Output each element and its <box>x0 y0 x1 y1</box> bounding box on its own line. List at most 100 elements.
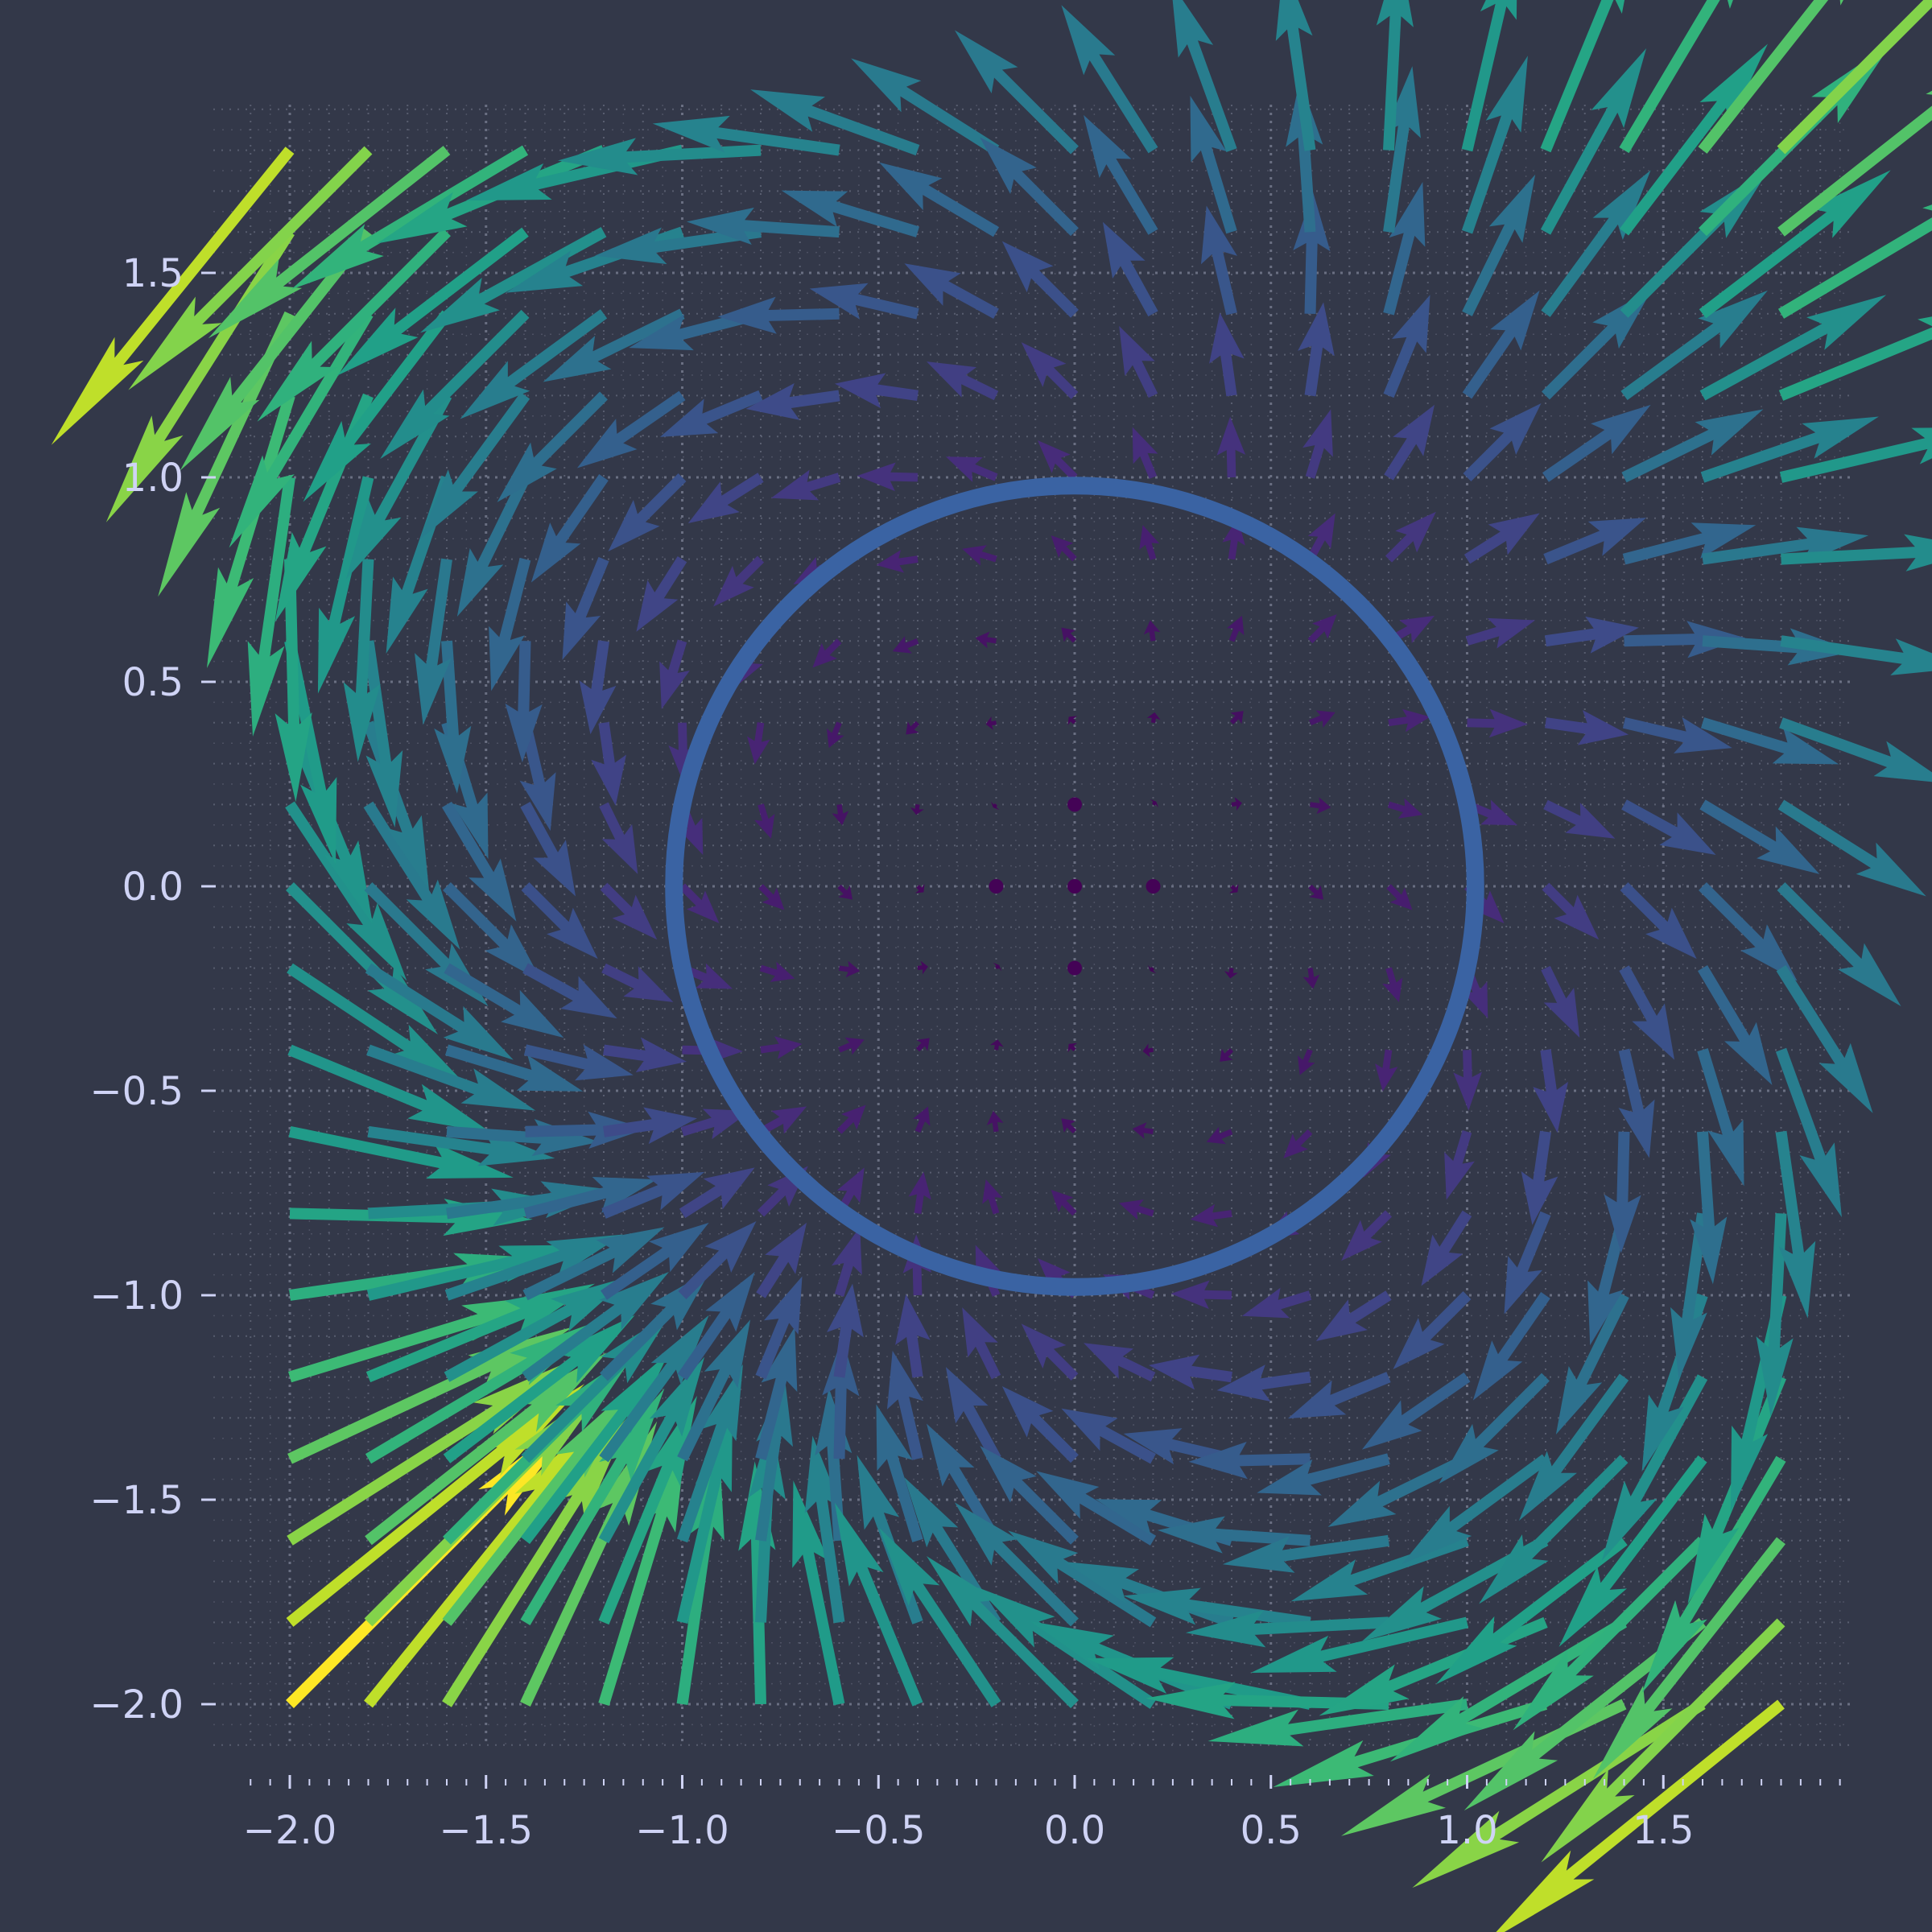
quiver-arrow <box>1698 0 1891 154</box>
quiver-arrow <box>1389 1617 1628 1762</box>
quiver-arrow <box>1699 882 1798 981</box>
quiver-arrow <box>364 1409 607 1708</box>
y-tick-label: 1.5 <box>122 251 184 296</box>
quiver-arrow <box>1779 717 1932 784</box>
quiver-arrow <box>679 1167 755 1219</box>
quiver-arrow <box>895 1294 931 1378</box>
quiver-arrow <box>1412 1699 1706 1889</box>
quiver-arrow <box>1067 879 1082 894</box>
quiver-arrow <box>601 1171 705 1219</box>
quiver-arrow <box>1702 526 1869 565</box>
quiver-arrow <box>758 1106 807 1136</box>
quiver-arrow <box>980 1446 1079 1545</box>
quiver-arrow <box>1123 1587 1311 1629</box>
quiver-arrow <box>446 1119 600 1157</box>
quiver-arrow <box>523 1177 658 1220</box>
quiver-arrow <box>1618 1048 1655 1158</box>
quiver-arrow <box>1541 1618 1785 1863</box>
quiver-arrow <box>522 1271 669 1382</box>
quiver-arrow <box>1220 1048 1234 1062</box>
quiver-arrow <box>180 228 373 471</box>
quiver-arrow <box>975 631 997 649</box>
quiver-arrow <box>1542 404 1651 482</box>
quiver-arrow <box>443 1315 635 1463</box>
quiver-arrow <box>1486 1699 1785 1932</box>
quiver-arrow <box>1061 1118 1077 1133</box>
quiver-arrow <box>367 1125 555 1166</box>
quiver-arrow <box>601 1222 709 1300</box>
quiver-arrow <box>1250 1616 1469 1673</box>
quiver-arrow <box>902 1234 932 1296</box>
quiver-arrow <box>876 1404 923 1542</box>
quiver-arrow <box>851 58 1000 155</box>
quiver-arrow <box>1361 1535 1549 1641</box>
quiver-arrow <box>668 722 697 784</box>
quiver-arrow <box>1188 1442 1311 1480</box>
quiver-arrow <box>158 311 295 597</box>
quiver-arrow <box>598 1356 705 1544</box>
quiver-arrow <box>980 137 1079 237</box>
quiver-arrow <box>1361 1372 1471 1450</box>
quiver-arrow <box>1226 615 1245 642</box>
quiver-arrow <box>366 1245 585 1301</box>
quiver-arrow <box>1051 1189 1077 1216</box>
quiver-arrow <box>954 30 1079 155</box>
quiver-arrow <box>1293 192 1331 314</box>
quiver-arrow <box>599 1315 709 1463</box>
quiver-arrow <box>442 1414 631 1707</box>
quiver-arrow <box>380 309 530 460</box>
x-axis-tick-labels: −2.0 −1.5 −1.0 −0.5 0.0 0.5 1.0 1.5 <box>243 1808 1695 1853</box>
quiver-arrow <box>1001 1386 1079 1463</box>
quiver-arrow <box>336 227 529 376</box>
quiver-arrow <box>1257 1453 1390 1496</box>
quiver-arrow <box>678 1220 757 1299</box>
quiver-arrow <box>1061 5 1158 154</box>
quiver-arrow <box>1697 1048 1744 1187</box>
quiver-arrow <box>460 309 608 419</box>
quiver-arrow <box>1622 716 1732 753</box>
quiver-arrow <box>576 390 686 469</box>
quiver-arrow <box>837 884 853 900</box>
quiver-arrow <box>1777 799 1926 897</box>
quiver-arrow <box>206 394 295 668</box>
quiver-arrow <box>832 803 849 826</box>
quiver-arrow <box>1670 1212 1708 1380</box>
quiver-arrow <box>1382 967 1403 1002</box>
quiver-arrow <box>985 716 997 730</box>
quiver-arrow <box>1465 799 1518 826</box>
quiver-arrow <box>1241 1287 1312 1319</box>
quiver-arrow <box>1555 1292 1629 1435</box>
quiver-arrow <box>1146 1682 1389 1719</box>
quiver-arrow <box>1777 174 1932 319</box>
quiver-arrow <box>1779 427 1932 483</box>
quiver-arrow <box>1479 1455 1629 1604</box>
quiver-arrow <box>345 393 452 580</box>
quiver-arrow <box>1275 0 1316 151</box>
quiver-arrow <box>1621 409 1764 483</box>
quiver-arrow <box>804 1435 845 1624</box>
quiver-arrow <box>910 804 924 815</box>
axis-ticks <box>201 271 1841 1789</box>
quiver-arrow <box>652 115 840 156</box>
y-tick-label: 1.0 <box>122 456 184 501</box>
quiver-arrow <box>1540 48 1647 235</box>
quiver-arrow <box>1283 1129 1313 1158</box>
quiver-arrow <box>1545 710 1629 745</box>
quiver-arrow <box>1229 711 1244 724</box>
quiver-arrow <box>520 1421 658 1707</box>
quiver-arrow <box>836 1104 866 1134</box>
quiver-arrow <box>755 1276 803 1380</box>
quiver-arrow <box>600 1270 711 1381</box>
quiver-arrow <box>497 391 608 502</box>
quiver-arrow <box>1084 114 1158 235</box>
quiver-arrow <box>886 1350 923 1460</box>
quiver-arrow <box>1541 965 1580 1038</box>
quiver-arrow <box>1421 1210 1472 1286</box>
quiver-arrow <box>285 801 407 981</box>
quiver-arrow <box>287 963 466 1085</box>
quiver-arrow <box>287 1294 563 1383</box>
quiver-arrow <box>594 226 762 265</box>
quiver-arrow <box>759 961 795 982</box>
quiver-arrow <box>760 1036 803 1059</box>
